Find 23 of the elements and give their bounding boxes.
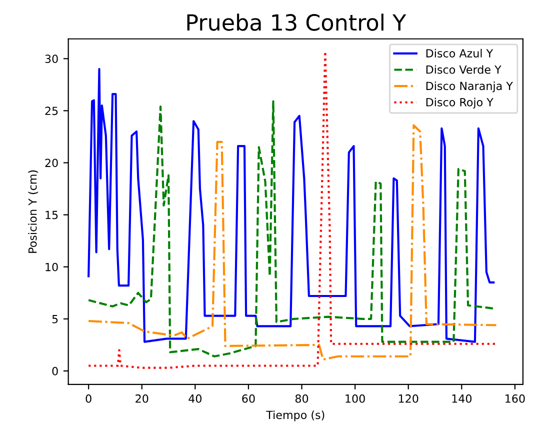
x-axis-title: Tiempo (s) [266,410,324,422]
x-tick-label: 40 [188,394,202,403]
x-tick-label: 0 [86,394,92,403]
chart-title: Prueba 13 Control Y [187,14,406,31]
y-axis-title: Posicion Y (cm) [28,170,38,253]
y-tick-label: 15 [46,210,58,220]
y-tick-label: 5 [52,315,58,324]
y-tick-label: 10 [46,262,58,272]
legend-label: Disco Naranja Y [426,82,513,92]
legend-label: Disco Rojo Y [426,98,494,109]
legend-label: Disco Verde Y [426,65,502,74]
x-tick-label: 20 [136,394,148,403]
y-tick-label: 25 [45,106,58,116]
x-tick-label: 80 [295,394,308,403]
x-tick-label: 60 [242,394,255,403]
x-tick-label: 120 [398,394,418,403]
x-tick-label: 160 [506,394,525,403]
x-tick-label: 140 [452,394,472,403]
y-tick-label: 20 [45,158,58,168]
y-tick-label: 0 [52,366,58,376]
x-tick-label: 100 [346,394,365,403]
legend-label: Disco Azul Y [426,48,494,58]
y-tick-label: 30 [45,54,58,64]
